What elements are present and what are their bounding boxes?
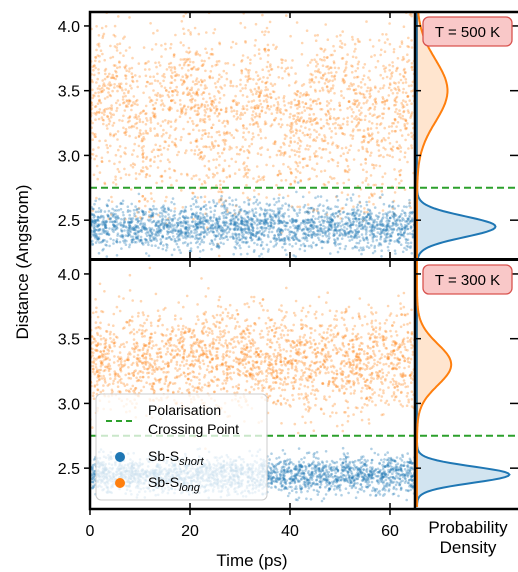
y-tick-label: 3.0 (58, 396, 80, 413)
y-tick-label: 4.0 (58, 267, 80, 284)
legend-label-short: Sb-Sshort (148, 448, 205, 468)
density-curve-long (416, 261, 453, 507)
y-axis-label: Distance (Angstrom) (13, 185, 32, 340)
density-fill-long (417, 13, 448, 259)
y-tick-label: 2.5 (58, 461, 80, 478)
temperature-label-500k: T = 500 K (422, 16, 513, 47)
density-panel-500k (416, 12, 497, 260)
density-fill-short (417, 13, 496, 259)
x-axis-label: Time (ps) (216, 551, 287, 570)
y-tick-label: 2.5 (58, 213, 80, 230)
y-tick-label: 4.0 (58, 19, 80, 36)
scatter-panel-500k (90, 12, 415, 258)
density-fill-long (417, 261, 452, 507)
legend-label-long: Sb-Slong (148, 474, 201, 494)
legend-label-crossing-2: Crossing Point (148, 421, 239, 437)
temperature-label-300k: T = 300 K (422, 264, 513, 295)
legend-label-crossing-1: Polarisation (148, 402, 221, 418)
legend-box (95, 393, 268, 501)
density-label-line-1: Probability (428, 518, 508, 537)
density-panel-300k (416, 261, 511, 508)
density-fill-short (417, 261, 510, 507)
legend-marker-long (115, 478, 125, 488)
scatter-series-long (90, 266, 415, 451)
scatter-series-long (90, 12, 415, 258)
x-tick-label: 0 (86, 523, 95, 540)
y-tick-label: 3.5 (58, 84, 80, 101)
ticks: 2.5 3.0 3.5 4.0 2.5 3.0 3.5 4.0 0 20 40 60 (58, 12, 518, 540)
density-curve-short (416, 13, 497, 260)
x-tick-label: 20 (181, 523, 199, 540)
axes-frames (88, 10, 518, 511)
x-tick-label: 40 (281, 523, 299, 540)
legend-marker-short (115, 452, 125, 462)
legend: Polarisation Crossing Point Sb-Sshort Sb… (95, 393, 268, 501)
scatter-series-short (90, 181, 415, 258)
y-tick-label: 3.5 (58, 332, 80, 349)
x-tick-label: 60 (381, 523, 399, 540)
density-curve-long (416, 12, 449, 259)
density-label-line-2: Density (440, 538, 497, 557)
y-tick-label: 3.0 (58, 148, 80, 165)
